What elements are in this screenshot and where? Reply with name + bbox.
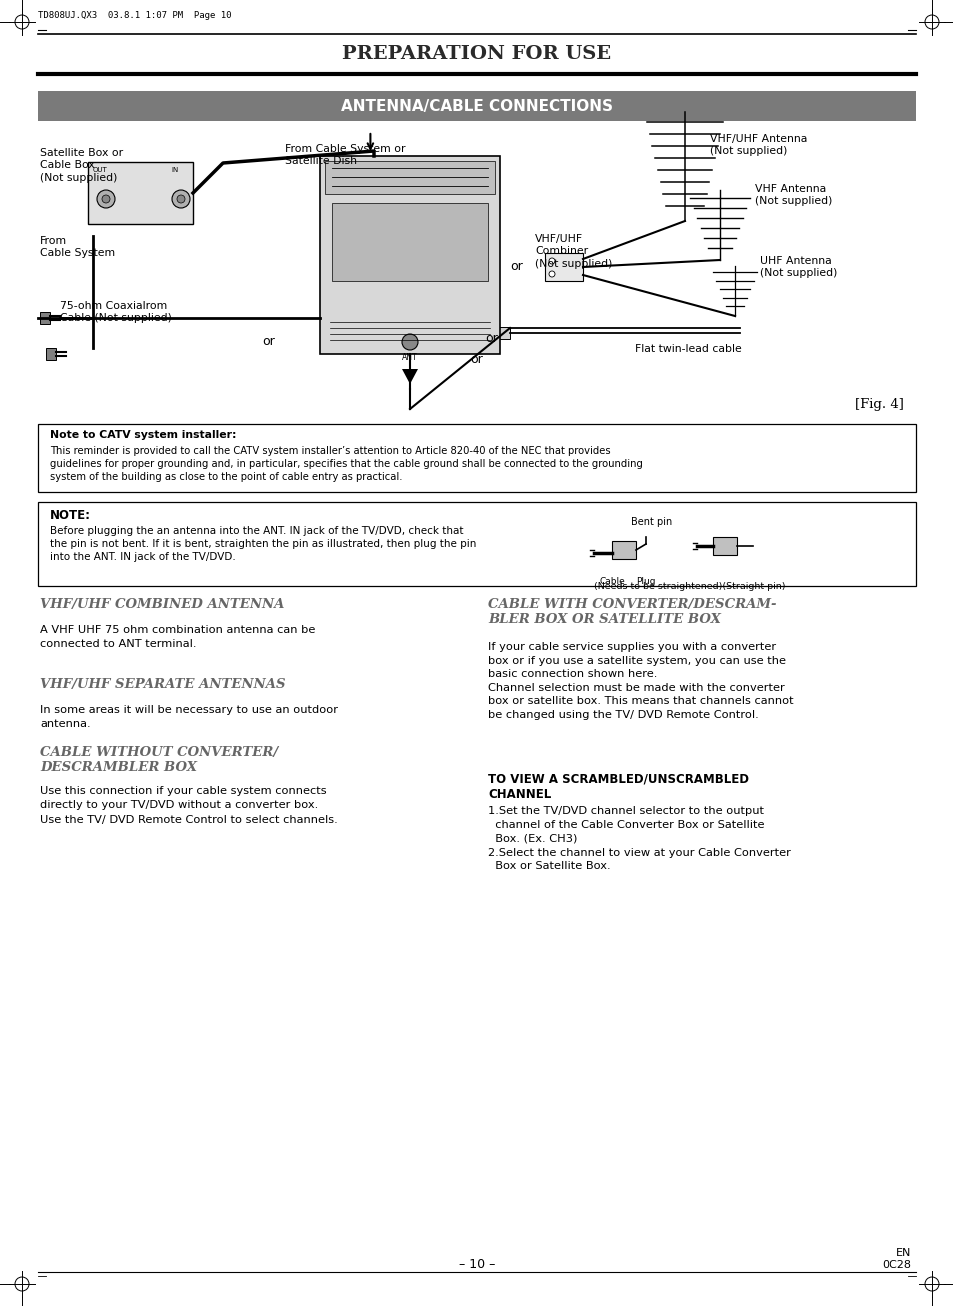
Text: (Needs to be straightened)(Straight pin): (Needs to be straightened)(Straight pin) (594, 582, 785, 592)
Text: From
Cable System: From Cable System (40, 236, 115, 259)
Bar (38, 91, 915, 121)
Bar (325, 161, 495, 195)
Bar (88, 162, 193, 225)
Bar (497, 326, 510, 340)
Text: or: or (470, 353, 482, 366)
Text: – 10 –: – 10 – (458, 1258, 495, 1271)
Text: UHF Antenna
(Not supplied): UHF Antenna (Not supplied) (760, 256, 837, 278)
Text: From Cable System or
Satellite Dish: From Cable System or Satellite Dish (285, 144, 405, 166)
Bar (38, 502, 915, 586)
Text: TO VIEW A SCRAMBLED/UNSCRAMBLED
CHANNEL: TO VIEW A SCRAMBLED/UNSCRAMBLED CHANNEL (488, 772, 748, 801)
Text: or: or (484, 332, 497, 345)
Text: VHF/UHF SEPARATE ANTENNAS: VHF/UHF SEPARATE ANTENNAS (40, 678, 285, 691)
Text: Bent pin: Bent pin (631, 517, 672, 528)
Circle shape (548, 272, 555, 277)
Text: A VHF UHF 75 ohm combination antenna can be
connected to ANT terminal.: A VHF UHF 75 ohm combination antenna can… (40, 626, 315, 649)
Text: TD808UJ.QX3  03.8.1 1:07 PM  Page 10: TD808UJ.QX3 03.8.1 1:07 PM Page 10 (38, 10, 232, 20)
Text: NOTE:: NOTE: (50, 509, 91, 522)
Circle shape (102, 195, 110, 202)
Circle shape (172, 189, 190, 208)
Text: IN: IN (171, 167, 178, 172)
Bar (46, 347, 56, 360)
Text: Satellite Box or
Cable Box
(Not supplied): Satellite Box or Cable Box (Not supplied… (40, 148, 123, 183)
Circle shape (548, 259, 555, 264)
Bar (40, 312, 50, 324)
Text: CABLE WITHOUT CONVERTER/
DESCRAMBLER BOX: CABLE WITHOUT CONVERTER/ DESCRAMBLER BOX (40, 746, 278, 774)
Bar (319, 155, 499, 354)
Text: Plug: Plug (636, 577, 655, 586)
Text: VHF/UHF Antenna
(Not supplied): VHF/UHF Antenna (Not supplied) (709, 135, 806, 157)
Text: VHF/UHF COMBINED ANTENNA: VHF/UHF COMBINED ANTENNA (40, 598, 284, 611)
Bar (38, 424, 915, 492)
Text: 1.Set the TV/DVD channel selector to the output
  channel of the Cable Converter: 1.Set the TV/DVD channel selector to the… (488, 806, 790, 871)
Bar (712, 537, 737, 555)
Circle shape (177, 195, 185, 202)
Text: If your cable service supplies you with a converter
box or if you use a satellit: If your cable service supplies you with … (488, 643, 793, 720)
Text: Note to CATV system installer:: Note to CATV system installer: (50, 430, 236, 440)
Text: [Fig. 4]: [Fig. 4] (854, 398, 902, 411)
Polygon shape (401, 370, 417, 384)
Text: ANT: ANT (402, 353, 417, 362)
Circle shape (401, 334, 417, 350)
Text: Use this connection if your cable system connects
directly to your TV/DVD withou: Use this connection if your cable system… (40, 786, 337, 825)
Text: PREPARATION FOR USE: PREPARATION FOR USE (342, 44, 611, 63)
Circle shape (97, 189, 115, 208)
Text: EN
0C28: EN 0C28 (882, 1247, 910, 1271)
Text: VHF Antenna
(Not supplied): VHF Antenna (Not supplied) (754, 184, 832, 206)
Text: CABLE WITH CONVERTER/DESCRAM-
BLER BOX OR SATELLITE BOX: CABLE WITH CONVERTER/DESCRAM- BLER BOX O… (488, 598, 776, 626)
Text: or: or (510, 260, 522, 273)
Text: or: or (262, 334, 274, 347)
Text: VHF/UHF
Combiner
(Not supplied): VHF/UHF Combiner (Not supplied) (535, 234, 612, 269)
Bar (332, 202, 488, 281)
Text: 75-ohm Coaxialrom
Cable (Not supplied): 75-ohm Coaxialrom Cable (Not supplied) (60, 300, 172, 324)
Text: In some areas it will be necessary to use an outdoor
antenna.: In some areas it will be necessary to us… (40, 705, 337, 729)
Text: OUT: OUT (92, 167, 108, 172)
Bar (544, 253, 582, 281)
Text: Before plugging the an antenna into the ANT. IN jack of the TV/DVD, check that
t: Before plugging the an antenna into the … (50, 526, 476, 562)
Text: This reminder is provided to call the CATV system installer’s attention to Artic: This reminder is provided to call the CA… (50, 447, 642, 482)
Bar (612, 541, 636, 559)
Text: Flat twin-lead cable: Flat twin-lead cable (635, 343, 741, 354)
Text: Cable: Cable (598, 577, 624, 586)
Text: ANTENNA/CABLE CONNECTIONS: ANTENNA/CABLE CONNECTIONS (340, 98, 613, 114)
